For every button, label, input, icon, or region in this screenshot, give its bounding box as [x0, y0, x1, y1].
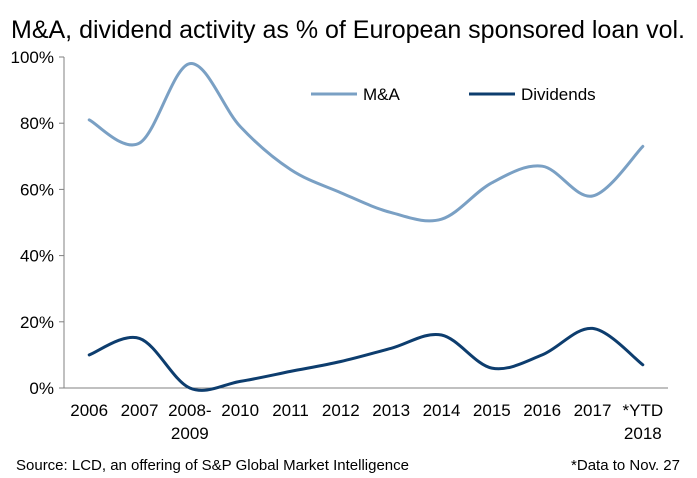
chart-series [87, 62, 645, 392]
x-tick-label: 2011 [272, 401, 309, 420]
x-tick-label: 2006 [70, 401, 108, 420]
chart-title: M&A, dividend activity as % of European … [11, 16, 685, 44]
x-tick-label: 2010 [221, 401, 259, 420]
y-tick-label: 100% [11, 48, 54, 67]
x-tick-label: 2017 [574, 401, 612, 420]
y-tick-label: 0% [29, 379, 54, 398]
x-tick-label: 2015 [473, 401, 511, 420]
source-note: Source: LCD, an offering of S&P Global M… [16, 457, 409, 474]
chart-axes: 0% 20% 40% 60% 80% 100% 2006 2007 2008-2009 2010 2… [11, 48, 668, 443]
y-tick-label: 80% [20, 114, 54, 133]
y-tick-label: 40% [20, 247, 54, 266]
x-tick-label: 2008-2009 [168, 401, 211, 443]
series-line-1 [87, 326, 645, 392]
y-tick-label: 20% [20, 313, 54, 332]
data-footnote: *Data to Nov. 27 [571, 457, 680, 474]
x-tick-label: 2012 [322, 401, 360, 420]
x-tick-label: 2016 [523, 401, 561, 420]
x-tick-label: 2014 [423, 401, 461, 420]
x-tick-label: 2007 [121, 401, 159, 420]
y-tick-label: 60% [20, 180, 54, 199]
x-tick-label: 2013 [372, 401, 410, 420]
chart-legend: M&A Dividends [311, 85, 596, 104]
legend-label-1: Dividends [521, 85, 596, 104]
series-line-0 [87, 62, 645, 223]
x-tick-label: *YTD 2018 [623, 401, 664, 443]
legend-label-0: M&A [363, 85, 401, 104]
